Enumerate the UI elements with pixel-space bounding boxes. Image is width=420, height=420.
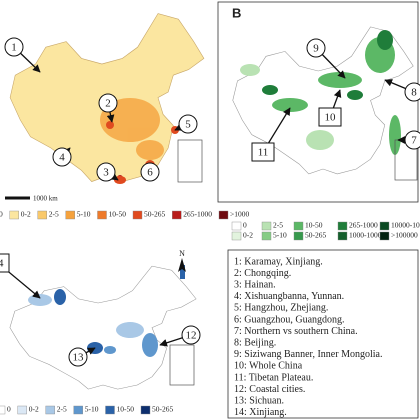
panel-label: B: [232, 5, 241, 20]
callout-circle: [306, 38, 326, 58]
legend-swatch: [231, 221, 242, 231]
legend-label: >1000: [230, 210, 249, 219]
legend-label: 10-50: [117, 405, 135, 414]
callout-number: 7: [411, 135, 417, 147]
callout-box: [318, 107, 342, 127]
legend-swatch: [105, 405, 115, 415]
legend-swatch: [337, 221, 348, 231]
legend-swatch: [37, 210, 47, 220]
legend-label: 265-1000: [183, 210, 212, 219]
legend-swatch: [172, 210, 182, 220]
legend-swatch: [261, 231, 272, 241]
legend-swatch: [337, 231, 348, 241]
list-item: 12: Coastal cities.: [234, 384, 305, 395]
legend-swatch: [17, 405, 27, 415]
list-item: 1: Karamay, Xinjiang.: [234, 256, 323, 267]
callout-circle: [404, 130, 420, 150]
legend-swatch: [379, 221, 390, 231]
panel-frame: [217, 1, 419, 203]
list-item: 4: Xishuangbanna, Yunnan.: [234, 291, 344, 302]
legend-swatch: [132, 210, 143, 220]
callout-circle: [98, 93, 118, 113]
callout-circle: [404, 82, 420, 102]
callout-box: [0, 253, 10, 273]
legend-label: 265-1000: [349, 221, 378, 230]
callout-number: 9: [313, 43, 319, 55]
legend-label: 50-265: [305, 231, 326, 240]
legend-label: 10-50: [305, 221, 323, 230]
list-item: 3: Hainan.: [234, 279, 276, 290]
legend-label: 0: [243, 221, 247, 230]
callout-number: 11: [258, 147, 269, 159]
legend-swatch: [261, 221, 272, 231]
legend-label: 0: [7, 405, 11, 414]
callout-circle: [178, 114, 198, 134]
callout-circle: [96, 162, 116, 182]
callout-circle: [181, 325, 201, 345]
legend-label: 5-10: [273, 231, 287, 240]
list-item: 13: Sichuan.: [234, 395, 284, 406]
legend-label: 2-5: [57, 405, 67, 414]
legend-swatch: [45, 405, 55, 415]
callout-number: 13: [73, 352, 85, 364]
callout-number: 3: [103, 167, 109, 179]
list-item: 9: Siziwang Banner, Inner Mongolia.: [234, 349, 382, 360]
legend-label: 10-50: [109, 210, 127, 219]
callout-box: [251, 142, 275, 162]
callout-circle: [68, 347, 88, 367]
callout-number: 12: [186, 330, 197, 342]
legend-label: 2-5: [49, 210, 59, 219]
legend-swatch: [218, 210, 229, 220]
legend-label: 0: [0, 210, 3, 219]
list-item: 8: Beijing.: [234, 337, 276, 348]
callout-number: 5: [185, 119, 191, 131]
legend-label: 1000-10000: [349, 231, 385, 240]
list-item: 6: Guangzhou, Guangdong.: [234, 314, 345, 325]
map-c: N: [9, 249, 197, 390]
legend-swatch: [97, 210, 107, 220]
legend-label: 50-265: [144, 210, 165, 219]
callout-circle: [4, 37, 24, 57]
legend-swatch: [73, 405, 83, 415]
list-item: 7: Northern vs southern China.: [234, 326, 358, 337]
legend-label: 10000-100000: [391, 221, 420, 230]
legend-swatch: [231, 231, 242, 241]
legend-swatch: [9, 210, 19, 220]
legend-swatch: [0, 405, 6, 415]
legend-label: 50-265: [152, 405, 173, 414]
legend-label: 5-10: [77, 210, 91, 219]
legend-swatch: [293, 231, 304, 241]
callout-number: 10: [325, 112, 337, 124]
callout-number: 14: [0, 258, 4, 270]
compass: N: [179, 249, 185, 258]
callout-number: 6: [147, 167, 153, 179]
list-item: 2: Chongqing.: [234, 268, 291, 279]
callout-number: 2: [105, 98, 111, 110]
legend-swatch: [379, 231, 390, 241]
list-item: 11: Tibetan Plateau.: [234, 372, 313, 383]
legend-label: 2-5: [273, 221, 283, 230]
list-item: 5: Hangzhou, Zhejiang.: [234, 303, 328, 314]
list-item: 10: Whole China: [234, 361, 303, 372]
callout-number: 4: [59, 152, 65, 164]
legend-label: 0-2: [21, 210, 31, 219]
list-box: [227, 249, 419, 419]
legend-swatch: [65, 210, 75, 220]
callout-circle: [52, 147, 72, 167]
callout-number: 8: [411, 87, 417, 99]
legend-label: >100000: [391, 231, 418, 240]
callout-circle: [140, 162, 160, 182]
legend-label: 5-10: [85, 405, 99, 414]
legend-label: 0-2: [243, 231, 253, 240]
legend-swatch: [140, 405, 151, 415]
list-item: 14: Xinjiang.: [234, 407, 287, 418]
legend-swatch: [293, 221, 304, 231]
callout-number: 1: [11, 42, 17, 54]
legend-label: 0-2: [29, 405, 39, 414]
map-b: [232, 26, 418, 181]
scale-bar: 1000 km: [33, 195, 58, 203]
